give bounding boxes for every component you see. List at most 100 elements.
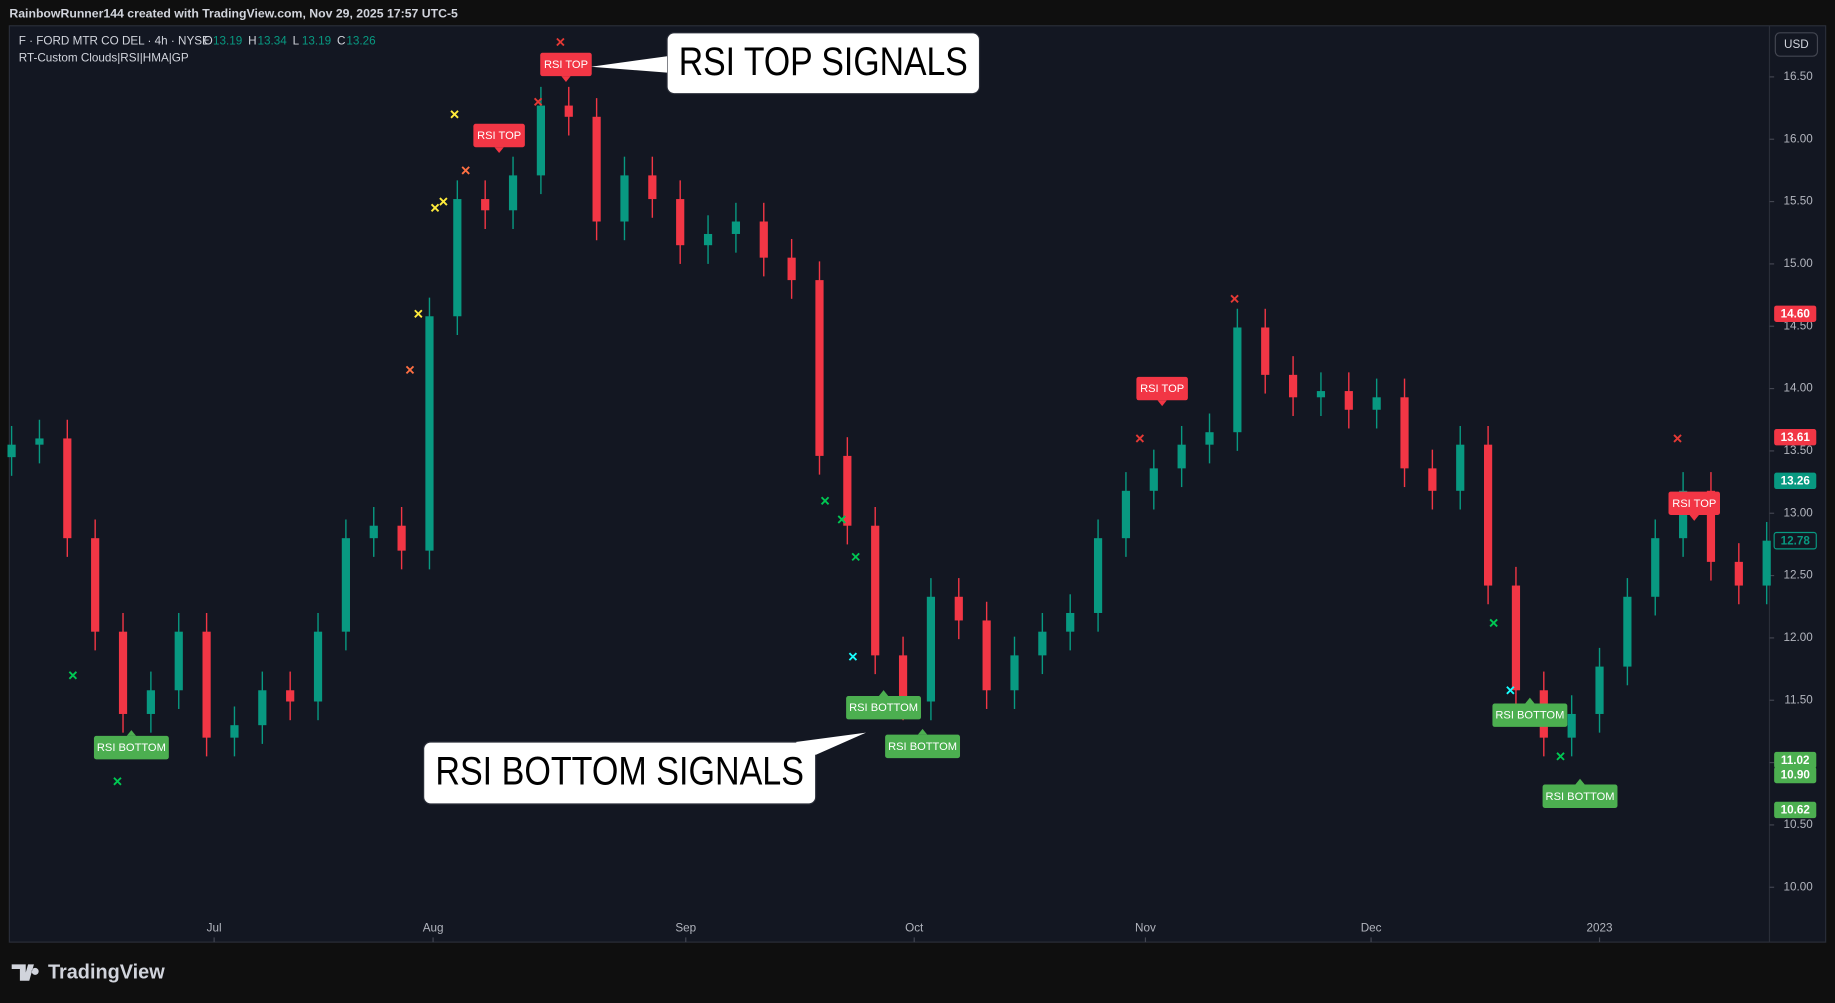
symbol-legend: F · FORD MTR CO DEL · 4h · NYSE (19, 35, 210, 48)
signal-cross (430, 203, 440, 212)
signal-text: RSI TOP (1140, 383, 1184, 395)
candle-body (397, 525, 406, 551)
currency-label: USD (1784, 38, 1809, 51)
candle-body (258, 690, 267, 726)
signal-cross (533, 97, 543, 107)
ohlc-value: 13.19 (213, 35, 242, 48)
ohlc-value: 13.19 (302, 35, 331, 48)
candle-body (174, 631, 183, 691)
price-label-box (1774, 751, 1817, 769)
candle-body (1233, 327, 1242, 433)
signal-box (1668, 491, 1720, 515)
callout-box (423, 741, 817, 805)
signal-text: RSI BOTTOM (888, 741, 957, 753)
signal-label: RSI BOTTOM (1542, 778, 1618, 808)
signal-pointer (878, 690, 889, 697)
candle-body (982, 620, 991, 691)
signal-cross (68, 671, 78, 680)
price-label-box (1773, 531, 1817, 550)
candle-body (1483, 444, 1493, 586)
candle-body (871, 525, 880, 656)
y-tick-label: 12.00 (1784, 631, 1814, 644)
y-tick-label: 14.00 (1784, 382, 1814, 395)
signal-box (885, 734, 961, 759)
x-tick-label: Aug (423, 922, 444, 935)
candle-body (1762, 540, 1771, 586)
chart-pane (8, 25, 1827, 943)
callout-text: RSI BOTTOM SIGNALS (435, 750, 804, 794)
y-tick-label: 16.50 (1784, 70, 1814, 83)
signal-box (1542, 784, 1618, 808)
brand: TradingView (11, 961, 165, 983)
candle-body (1623, 596, 1632, 667)
price-label-text: 14.60 (1781, 307, 1811, 320)
signal-box (93, 735, 169, 760)
ohlc-key: L (293, 35, 300, 48)
candle-body (1595, 666, 1604, 714)
signal-cross (837, 515, 846, 524)
candle-body (703, 233, 713, 246)
signal-box (1136, 376, 1188, 401)
candle-body (481, 199, 490, 211)
signal-cross (820, 496, 830, 505)
candle-body (1400, 397, 1409, 469)
candle-body (313, 631, 323, 702)
signal-pointer (1157, 400, 1167, 407)
candle-body (1149, 468, 1158, 491)
candle-body (1177, 444, 1186, 469)
x-tick-label: Dec (1361, 922, 1382, 935)
signal-cross (1673, 434, 1682, 443)
x-tick-label: Sep (675, 922, 696, 935)
price-label-box (1774, 305, 1817, 322)
candle-body (536, 105, 545, 176)
candle-body (648, 175, 657, 200)
signal-pointer (1575, 778, 1585, 785)
candle-body (564, 105, 573, 117)
signal-pointer (1689, 514, 1699, 521)
candle-body (898, 655, 908, 702)
candle-body (341, 538, 350, 632)
ohlc-key: C (337, 35, 345, 48)
signal-label: RSI TOP (473, 123, 525, 154)
candle-body (1261, 327, 1270, 375)
signal-text: RSI TOP (477, 130, 521, 142)
candle-body (1344, 391, 1353, 410)
x-tick-label: Jul (207, 922, 222, 935)
signal-pointer (126, 730, 137, 736)
candle-body (7, 444, 16, 458)
signal-cross (1506, 686, 1515, 695)
candle-body (759, 221, 768, 258)
x-tick-label: 2023 (1587, 922, 1613, 935)
candle-body (1010, 655, 1019, 691)
price-label-text: 13.61 (1781, 431, 1811, 444)
y-tick-label: 12.50 (1784, 569, 1814, 582)
y-tick-label: 11.50 (1784, 693, 1813, 706)
signal-text: RSI BOTTOM (849, 702, 918, 714)
callout-text: RSI TOP SIGNALS (679, 40, 968, 84)
currency-button[interactable] (1774, 32, 1819, 57)
y-tick-label: 10.00 (1784, 880, 1814, 893)
signal-label: RSI BOTTOM (1492, 697, 1568, 727)
candle-body (676, 199, 685, 246)
x-tick-label: Nov (1135, 922, 1156, 935)
ohlc-value: 13.26 (346, 35, 375, 48)
ohlc-value: 13.34 (257, 35, 287, 48)
signal-text: RSI TOP (1672, 498, 1716, 510)
signal-box (1492, 703, 1568, 727)
plot-area: RSI TOP RSI TOP RSI TOP RSI TOP RSI BOTTOM RS… (7, 37, 1771, 808)
candle-body (1734, 561, 1743, 586)
candle-body (1093, 538, 1103, 613)
candle-body (91, 538, 100, 632)
candle-body (954, 596, 963, 621)
candle-body (1567, 713, 1576, 738)
indicator-legend: RT-Custom Clouds|RSI|HMA|GP (19, 52, 189, 65)
signal-label: RSI TOP (1668, 491, 1720, 521)
signal-box (540, 52, 592, 77)
signal-pointer (1525, 697, 1535, 704)
candle-body (1511, 585, 1521, 691)
header-text: RainbowRunner144 created with TradingVie… (9, 6, 458, 20)
candle-body (118, 631, 128, 714)
price-label-box (1774, 472, 1817, 490)
